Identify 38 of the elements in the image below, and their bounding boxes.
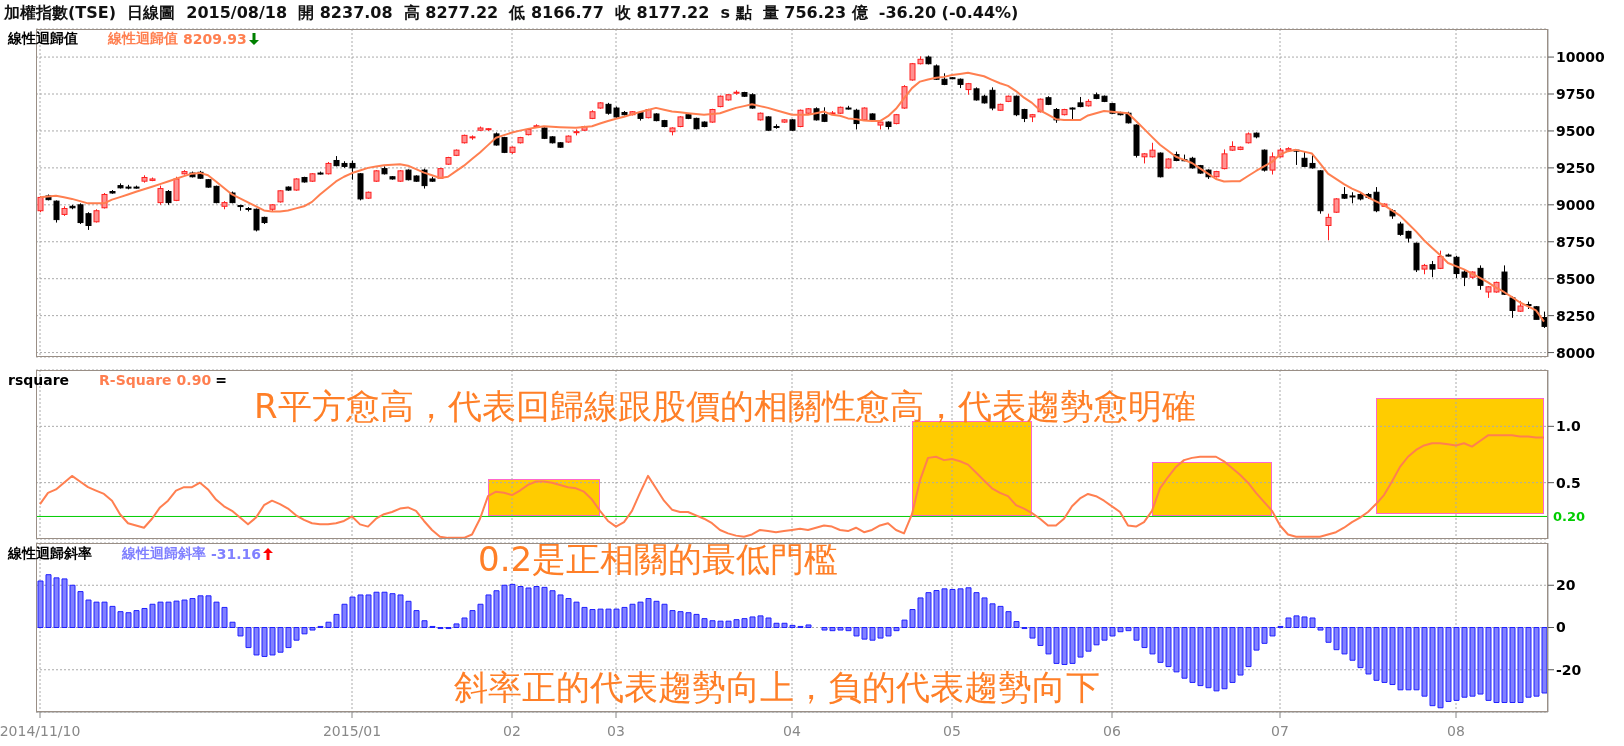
x-tick-label: 2015/01 (322, 723, 382, 739)
y-tick-label: 9500 (1556, 122, 1596, 139)
y-tick-label: 0 (1556, 619, 1566, 636)
text: 線性迴歸斜率 (122, 545, 206, 561)
annotation: = (215, 372, 227, 388)
ref-line-label: 0.20 (1553, 509, 1586, 525)
y-tick-label: 9250 (1556, 159, 1596, 176)
y-tick-label: 0.5 (1556, 474, 1581, 491)
annotation: R平方愈高，代表回歸線跟股價的相關性愈高，代表趨勢愈明確 (254, 386, 1196, 426)
chart-title: rsquare (8, 372, 70, 388)
chart-title: 線性迴歸斜率 (8, 545, 92, 563)
x-tick-label: 2014/11/10 (0, 723, 81, 739)
x-tick-label: 06 (1103, 723, 1121, 739)
annotation: 斜率正的代表趨勢向上，負的代表趨勢向下 (454, 667, 1100, 707)
y-tick-label: 9000 (1556, 196, 1596, 213)
x-tick-label: 02 (503, 723, 521, 739)
y-tick-label: 8750 (1556, 233, 1596, 250)
x-tick-label: 08 (1447, 723, 1465, 739)
y-tick-label: 20 (1556, 577, 1576, 594)
text: 線性迴歸值 (108, 30, 178, 46)
chart-title: 加權指數(TSE) 日線圖 2015/08/18 開 8237.08 高 8277.22 低 8166.77 收 8177.22 s 點 量 756.23 億 -36.20 (-0.44%) (4, 2, 1020, 24)
x-tick-label: 04 (783, 723, 801, 739)
annotation: 0.2是正相關的最低門檻 (478, 539, 839, 579)
chart-subtitle: 線性迴歸值 (8, 30, 78, 48)
y-tick-label: 9750 (1556, 85, 1596, 102)
y-tick-label: 1.0 (1556, 418, 1582, 435)
y-tick-label: 8250 (1556, 307, 1596, 324)
x-tick-label: 07 (1271, 723, 1289, 739)
y-tick-label: -20 (1556, 661, 1582, 678)
annotation: 0.90 (176, 372, 212, 388)
y-tick-label: 8000 (1556, 344, 1596, 361)
y-tick-label: 10000 (1556, 49, 1605, 66)
x-tick-label: 03 (607, 723, 625, 739)
text: R-Square (99, 372, 172, 388)
annotation: -31.16 (211, 546, 262, 562)
annotation: 8209.93 (183, 31, 247, 47)
y-tick-label: 8500 (1556, 270, 1596, 287)
x-tick-label: 05 (943, 723, 961, 739)
